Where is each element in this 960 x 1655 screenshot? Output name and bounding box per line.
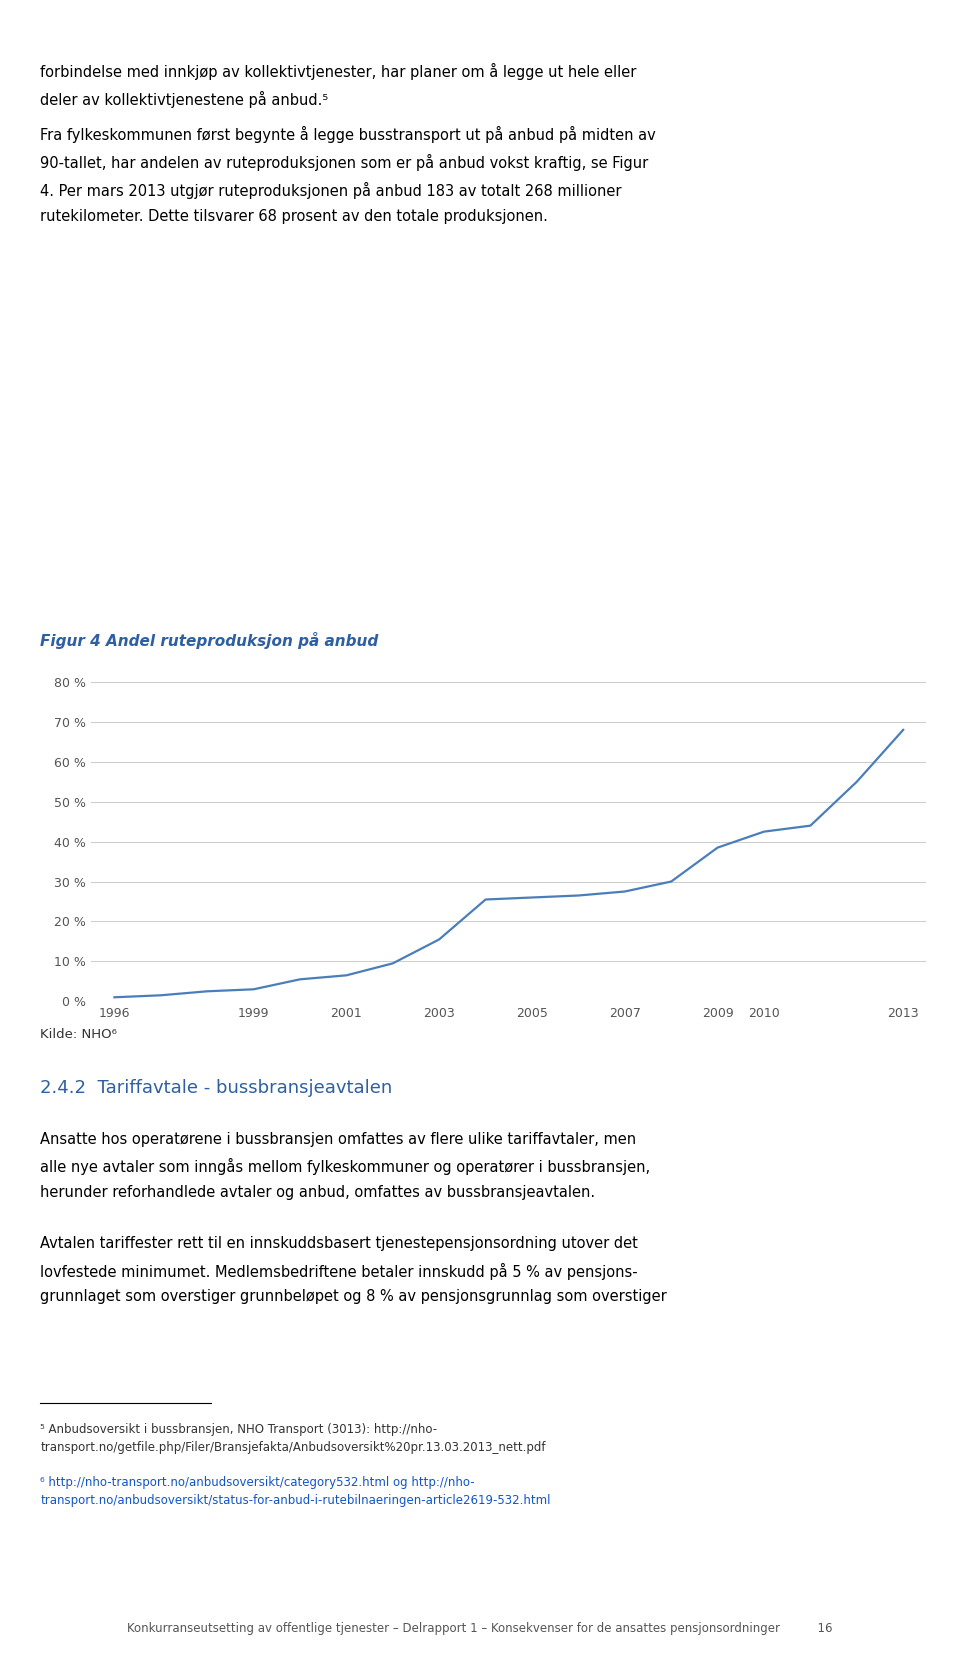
Text: Figur 4 Andel ruteproduksjon på anbud: Figur 4 Andel ruteproduksjon på anbud bbox=[40, 632, 378, 649]
Text: Fra fylkeskommunen først begynte å legge busstransport ut på anbud på midten av
: Fra fylkeskommunen først begynte å legge… bbox=[40, 126, 656, 223]
Text: Avtalen tariffester rett til en innskuddsbasert tjenestepensjonsordning utover d: Avtalen tariffester rett til en innskudd… bbox=[40, 1236, 667, 1304]
Text: Konkurranseutsetting av offentlige tjenester – Delrapport 1 – Konsekvenser for d: Konkurranseutsetting av offentlige tjene… bbox=[128, 1622, 832, 1635]
Text: Ansatte hos operatørene i bussbransjen omfattes av flere ulike tariffavtaler, me: Ansatte hos operatørene i bussbransjen o… bbox=[40, 1132, 651, 1200]
Text: Kilde: NHO⁶: Kilde: NHO⁶ bbox=[40, 1028, 117, 1041]
Text: 2.4.2  Tariffavtale - bussbransjeavtalen: 2.4.2 Tariffavtale - bussbransjeavtalen bbox=[40, 1079, 393, 1097]
Text: ⁶ http://nho-transport.no/anbudsoversikt/category532.html og http://nho-
transpo: ⁶ http://nho-transport.no/anbudsoversikt… bbox=[40, 1476, 551, 1508]
Text: forbindelse med innkjøp av kollektivtjenester, har planer om å legge ut hele ell: forbindelse med innkjøp av kollektivtjen… bbox=[40, 63, 636, 108]
Text: ⁵ Anbudsoversikt i bussbransjen, NHO Transport (3013): http://nho-
transport.no/: ⁵ Anbudsoversikt i bussbransjen, NHO Tra… bbox=[40, 1423, 546, 1455]
